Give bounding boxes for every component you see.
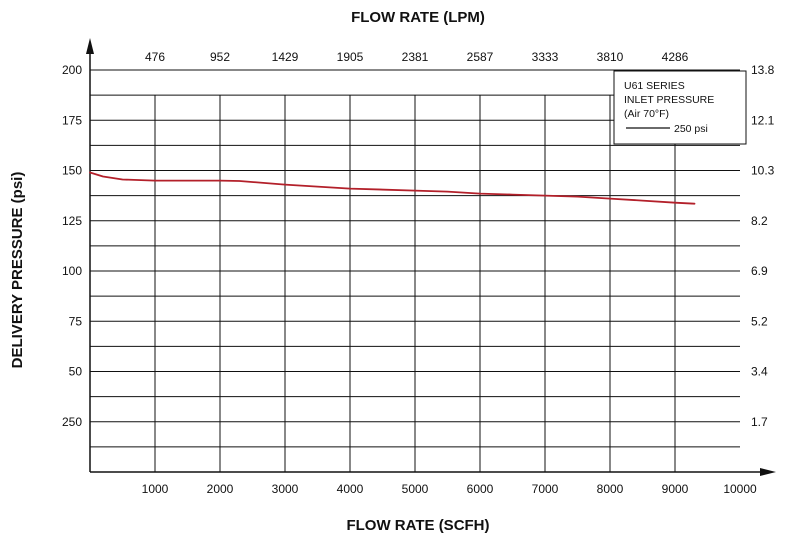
x-tick-label-bottom: 3000 — [272, 482, 299, 496]
x-tick-label-bottom: 9000 — [662, 482, 689, 496]
y-tick-label-right: 3.4 — [751, 365, 768, 379]
legend-entry-label: 250 psi — [674, 123, 708, 135]
x-tick-label-bottom: 7000 — [532, 482, 559, 496]
legend-line3: (Air 70°F) — [624, 108, 669, 120]
x-tick-label-top: 3333 — [532, 50, 559, 64]
y-tick-label-left: 250 — [62, 415, 82, 429]
y-tick-label-right: 6.9 — [751, 264, 768, 278]
y-axis-arrow — [86, 38, 94, 54]
y-tick-label-left: 175 — [62, 113, 82, 127]
x-tick-label-top: 2381 — [402, 50, 429, 64]
axes — [86, 38, 776, 476]
y-tick-label-left: 125 — [62, 214, 82, 228]
x-tick-label-bottom: 5000 — [402, 482, 429, 496]
y-tick-label-left: 100 — [62, 264, 82, 278]
y-tick-label-left: 150 — [62, 164, 82, 178]
x-tick-label-top: 476 — [145, 50, 165, 64]
tick-labels: 1000 2000 3000 4000 5000 6000 7000 8000 9000 1000… — [62, 50, 775, 496]
x-tick-label-top: 1429 — [272, 50, 299, 64]
x-tick-label-bottom: 4000 — [337, 482, 364, 496]
y-tick-label-left: 200 — [62, 63, 82, 77]
series-layer — [89, 171, 696, 205]
y-tick-label-right: 10.3 — [751, 164, 775, 178]
x-tick-label-top: 4286 — [662, 50, 689, 64]
x-tick-label-top: 1905 — [337, 50, 364, 64]
y-tick-label-left: 75 — [69, 314, 83, 328]
x-tick-label-bottom: 8000 — [597, 482, 624, 496]
y-tick-label-right: 1.7 — [751, 415, 768, 429]
legend-box: U61 SERIES INLET PRESSURE (Air 70°F) 250… — [613, 70, 747, 145]
x-tick-label-bottom: 6000 — [467, 482, 494, 496]
top-axis-title: FLOW RATE (LPM) — [351, 9, 485, 26]
x-tick-label-top: 2587 — [467, 50, 494, 64]
x-tick-label-bottom: 10000 — [723, 482, 757, 496]
y-tick-label-right: 13.8 — [751, 63, 775, 77]
legend-line2: INLET PRESSURE — [624, 94, 714, 106]
y-tick-label-right: 12.1 — [751, 113, 775, 127]
left-axis-title: DELIVERY PRESSURE (psi) — [9, 172, 26, 369]
y-tick-label-left: 50 — [69, 365, 83, 379]
x-tick-label-bottom: 2000 — [207, 482, 234, 496]
legend-frame — [613, 70, 747, 145]
y-tick-label-right: 8.2 — [751, 214, 768, 228]
x-tick-label-top: 952 — [210, 50, 230, 64]
series-line — [89, 171, 696, 205]
bottom-axis-title: FLOW RATE (SCFH) — [346, 517, 489, 534]
x-tick-label-top: 3810 — [597, 50, 624, 64]
legend-line1: U61 SERIES — [624, 80, 685, 92]
x-axis-arrow — [760, 468, 776, 476]
x-tick-label-bottom: 1000 — [142, 482, 169, 496]
y-tick-label-right: 5.2 — [751, 314, 768, 328]
